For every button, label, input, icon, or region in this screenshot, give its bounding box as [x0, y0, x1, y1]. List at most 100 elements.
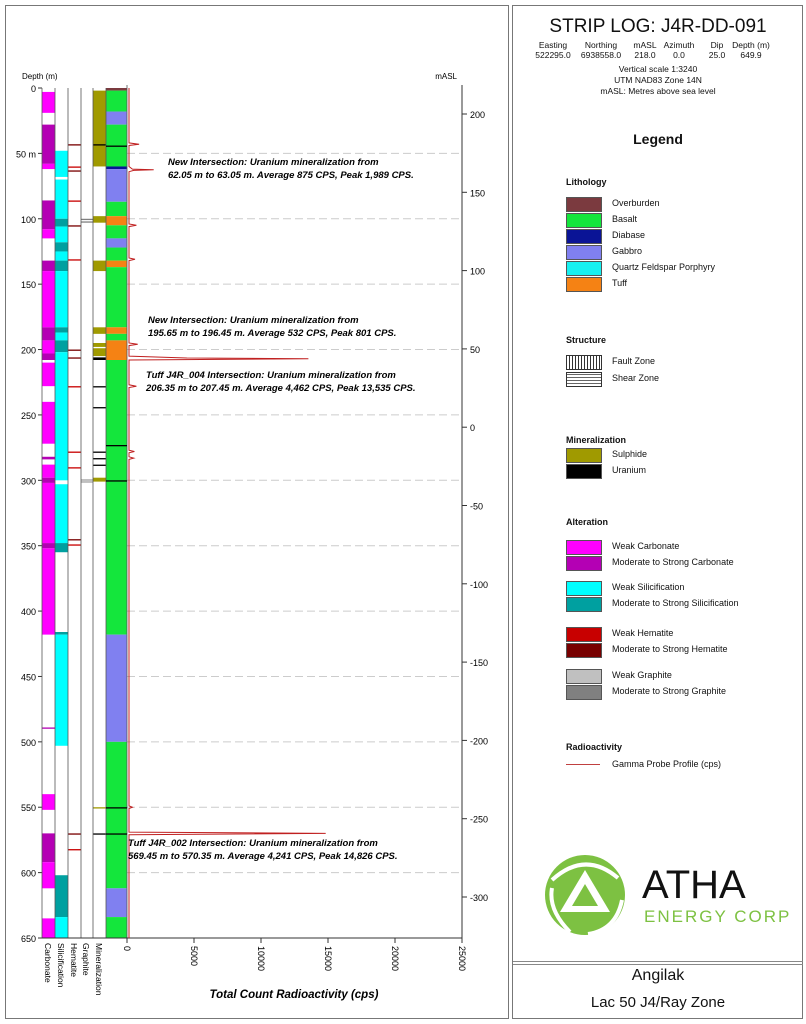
column-label: Mineralization	[94, 943, 104, 996]
silicification-interval	[55, 875, 68, 918]
mineralization-interval	[93, 343, 106, 347]
collar-header: Depth (m)	[732, 40, 770, 50]
legend-label: Moderate to Strong Graphite	[612, 686, 727, 696]
silicification-interval	[55, 242, 68, 252]
depth-tick-label: 50 m	[16, 149, 36, 159]
mineralization-interval	[93, 260, 106, 272]
logo-sub: ENERGY CORP.	[644, 907, 790, 926]
lithology-interval	[106, 216, 127, 226]
intersection-annotation: Tuff J4R_002 Intersection: Uranium miner…	[128, 838, 378, 849]
depth-tick-label: 500	[21, 738, 36, 748]
lithology-interval	[106, 340, 127, 360]
legend-swatch	[566, 627, 602, 642]
lithology-interval	[106, 327, 127, 334]
mineralization-interval	[93, 90, 106, 167]
collar-value: 0.0	[673, 50, 685, 60]
masl-tick-label: -250	[470, 815, 488, 825]
depth-tick-label: 350	[21, 542, 36, 552]
hematite-interval	[68, 349, 81, 351]
legend-label: Shear Zone	[612, 373, 660, 383]
x-tick-label: 5000	[189, 946, 199, 966]
legend-label: Diabase	[612, 230, 646, 240]
collar-header: Northing	[584, 40, 618, 50]
legend-swatch	[566, 540, 602, 555]
carbonate-interval	[42, 362, 55, 387]
carbonate-interval	[42, 163, 55, 170]
carbonate-interval	[42, 482, 55, 544]
legend-swatch	[566, 213, 602, 228]
hematite-interval	[68, 386, 81, 388]
depth-axis-label: Depth (m)	[22, 72, 58, 81]
collar-header: Azimuth	[663, 40, 695, 50]
silicification-interval	[55, 218, 68, 227]
legend-label: Overburden	[612, 198, 660, 208]
legend-label: Gabbro	[612, 246, 643, 256]
hematite-interval	[68, 170, 81, 172]
silicification-interval	[55, 327, 68, 333]
silicification-interval	[55, 634, 68, 746]
silicification-interval	[55, 340, 68, 353]
strip-log-plot: 050 m10015020025030035040045050055060065…	[16, 72, 488, 1001]
masl-tick-label: 0	[470, 423, 475, 433]
legend-swatch	[566, 597, 602, 612]
intersection-annotation: 195.65 m to 196.45 m. Average 532 CPS, P…	[148, 328, 396, 339]
carbonate-interval	[42, 548, 55, 635]
carbonate-interval	[42, 229, 55, 239]
lithology-interval	[106, 201, 127, 217]
legend-swatch	[566, 245, 602, 260]
project-name: Angilak	[631, 967, 685, 984]
column-label: Graphite	[81, 943, 91, 976]
legend-swatch	[566, 556, 602, 571]
lithology-interval	[106, 169, 127, 202]
masl-note: mASL: Metres above sea level	[600, 86, 716, 96]
silicification-interval	[55, 332, 68, 341]
hematite-interval	[68, 200, 81, 202]
intersection-annotation: 206.35 m to 207.45 m. Average 4,462 CPS,…	[145, 383, 416, 394]
hematite-interval	[68, 144, 81, 146]
carbonate-interval	[42, 794, 55, 810]
graphite-interval	[81, 479, 93, 483]
graphite-interval	[81, 218, 93, 221]
mineralization-interval	[93, 357, 106, 360]
collar-value: 218.0	[634, 50, 656, 60]
intersection-annotation: New Intersection: Uranium mineralization…	[168, 157, 379, 168]
legend-label: Moderate to Strong Carbonate	[612, 557, 734, 567]
lithology-interval	[106, 88, 127, 91]
mineralization-interval	[93, 833, 106, 835]
column-label: Carbonate	[43, 943, 53, 983]
collar-value: 522295.0	[535, 50, 571, 60]
silicification-interval	[55, 179, 68, 219]
lithology-interval	[106, 90, 127, 112]
legend-swatch	[566, 581, 602, 596]
x-axis-label: Total Count Radioactivity (cps)	[210, 989, 379, 1001]
legend-label: Moderate to Strong Silicification	[612, 598, 739, 608]
legend-label: Quartz Feldspar Porphyry	[612, 262, 716, 272]
masl-tick-label: 150	[470, 188, 485, 198]
logo-name: ATHA	[642, 863, 746, 907]
x-tick-label: 25000	[457, 946, 467, 971]
legend-title: Legend	[633, 131, 683, 147]
carbonate-interval	[42, 401, 55, 444]
legend-swatch	[566, 355, 602, 370]
masl-tick-label: -300	[470, 893, 488, 903]
lithology-interval	[106, 267, 127, 328]
legend-swatch	[566, 464, 602, 479]
lithology-interval	[106, 166, 127, 170]
graphite-interval	[81, 221, 93, 223]
collar-header: mASL	[633, 40, 657, 50]
hematite-interval	[68, 357, 81, 359]
mineralization-interval	[93, 807, 106, 809]
hematite-interval	[68, 467, 81, 469]
silicification-interval	[55, 632, 68, 635]
mineralization-interval	[93, 477, 106, 482]
depth-tick-label: 650	[21, 934, 36, 944]
masl-tick-label: -150	[470, 658, 488, 668]
silicification-interval	[55, 150, 68, 177]
legend-label: Uranium	[612, 465, 647, 475]
carbonate-interval	[42, 340, 55, 354]
legend-label: Moderate to Strong Hematite	[612, 644, 728, 654]
carbonate-interval	[42, 862, 55, 889]
legend-label: Basalt	[612, 214, 638, 224]
uranium-mark	[106, 445, 127, 447]
hematite-interval	[68, 166, 81, 168]
